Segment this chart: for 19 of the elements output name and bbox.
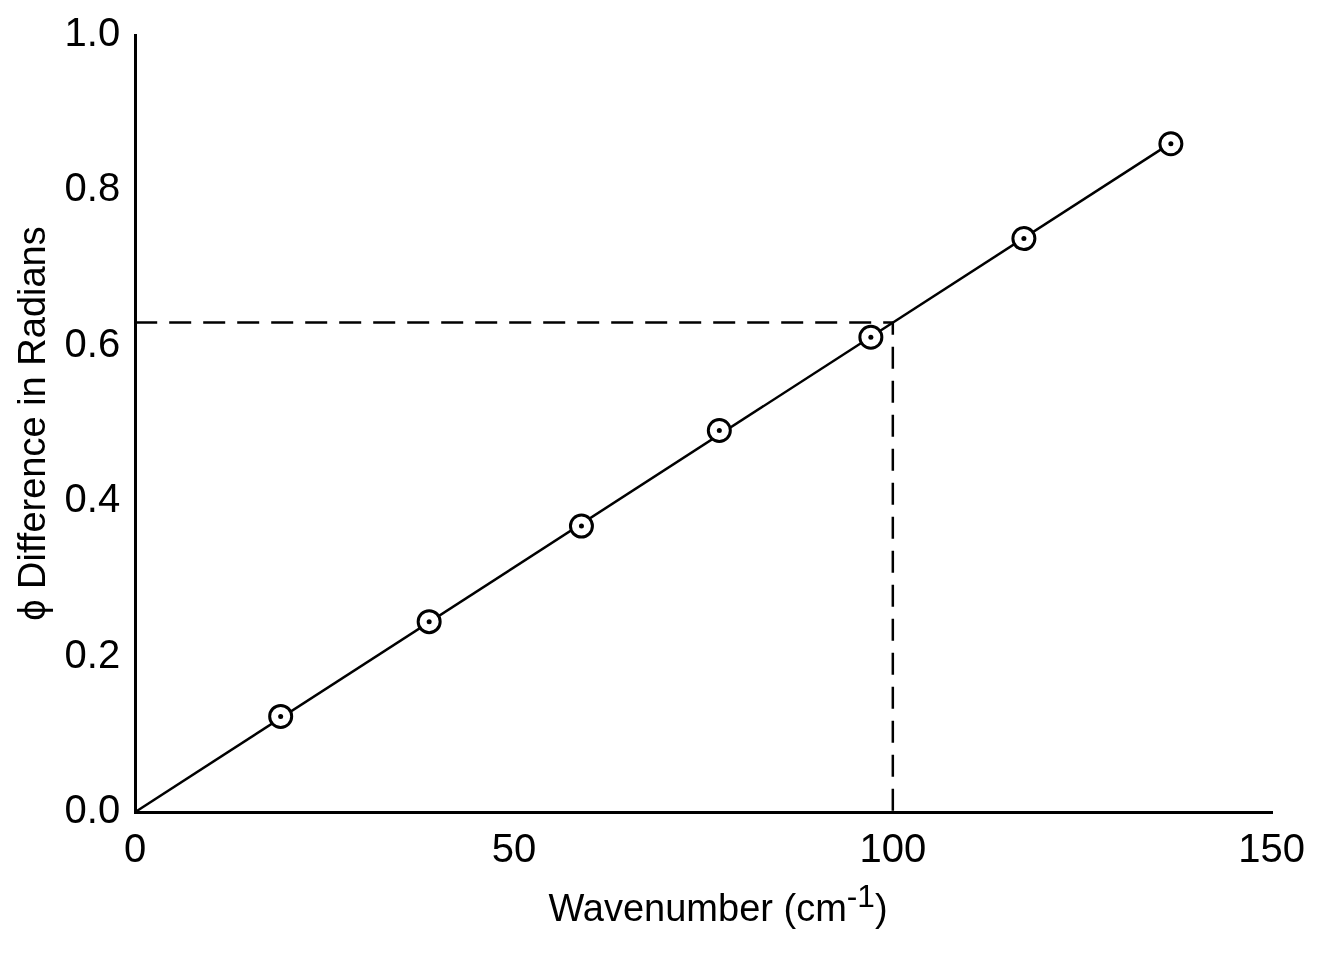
point	[858, 324, 884, 350]
y-tick-label: 0.2	[64, 631, 121, 676]
point	[268, 703, 294, 729]
x-tick-label: 50	[491, 826, 537, 871]
y-axis-title: ϕ Difference in Radians	[11, 226, 54, 621]
x-tick-label: 100	[859, 826, 927, 871]
x-tick-label: 0	[124, 826, 147, 871]
point	[568, 513, 594, 539]
y-tick-label: 0.0	[64, 787, 121, 832]
point	[1011, 226, 1037, 252]
point	[1158, 131, 1184, 157]
y-tick-label: 0.8	[64, 165, 121, 210]
y-tick-label: 1.0	[64, 10, 121, 55]
x-tick-label: 150	[1238, 826, 1306, 871]
y-tick-label: 0.6	[64, 320, 121, 365]
point	[416, 609, 442, 635]
y-tick-label: 0.4	[64, 476, 121, 521]
point	[706, 417, 732, 443]
x-axis-title: Wavenumber (cm$^{-1}$)	[547, 878, 889, 930]
